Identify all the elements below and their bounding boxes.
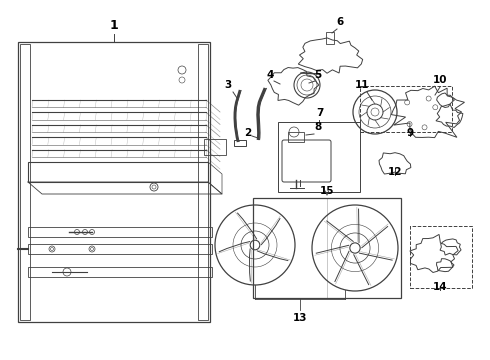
Text: 4: 4 (266, 70, 274, 80)
Bar (18, 42, 210, 322)
Text: 10: 10 (433, 75, 447, 85)
Text: 6: 6 (336, 17, 343, 27)
Text: 7: 7 (317, 108, 324, 118)
Bar (28, 162, 208, 182)
Bar (360, 86, 452, 132)
Text: 15: 15 (320, 186, 334, 196)
Text: 3: 3 (224, 80, 232, 90)
Bar (288, 132, 304, 142)
Bar (28, 244, 212, 254)
Text: 1: 1 (110, 19, 119, 32)
Bar (28, 267, 212, 277)
Text: 13: 13 (293, 313, 307, 323)
Bar (326, 32, 334, 44)
Text: 12: 12 (388, 167, 402, 177)
Text: 5: 5 (315, 70, 321, 80)
Text: 9: 9 (406, 128, 414, 138)
Text: 8: 8 (315, 122, 321, 132)
Text: 11: 11 (355, 80, 369, 90)
Text: 2: 2 (245, 128, 252, 138)
Bar (234, 140, 246, 146)
Bar (204, 139, 226, 155)
Bar (278, 122, 360, 192)
Bar (20, 44, 30, 320)
Bar (253, 198, 401, 298)
Bar (410, 226, 472, 288)
Bar (28, 227, 212, 237)
Bar (198, 44, 208, 320)
Text: 14: 14 (433, 282, 447, 292)
